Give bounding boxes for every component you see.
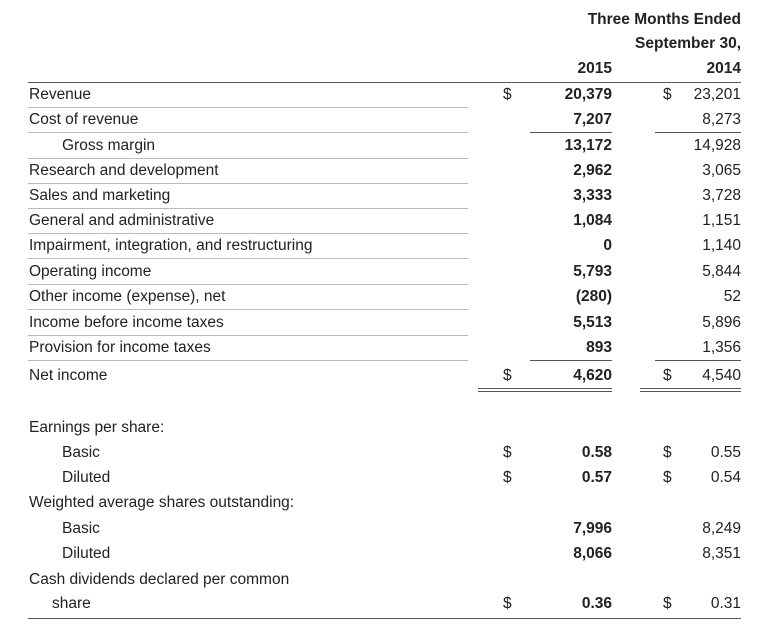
currency: $ xyxy=(663,367,672,384)
value-2015: 7,207 xyxy=(573,111,612,128)
row-label: Net income xyxy=(29,367,108,384)
value-2015: 0.57 xyxy=(581,469,612,486)
row-label: Diluted xyxy=(62,545,111,562)
row-label: Cost of revenue xyxy=(29,111,139,128)
bottom-rule xyxy=(28,618,741,619)
value-2014: 0.31 xyxy=(710,595,741,612)
value-2015: 3,333 xyxy=(573,187,612,204)
row-rule xyxy=(28,132,468,133)
value-2015: 20,379 xyxy=(564,86,612,103)
value-2014: 1,151 xyxy=(702,212,741,229)
subtotal-rule xyxy=(530,132,612,133)
currency: $ xyxy=(663,469,672,486)
currency: $ xyxy=(663,595,672,612)
row-label: Revenue xyxy=(29,86,92,103)
currency: $ xyxy=(503,444,512,461)
row-rule xyxy=(28,208,468,209)
subtotal-rule xyxy=(530,360,612,361)
value-2015: 1,084 xyxy=(573,212,612,229)
row-rule xyxy=(28,309,468,310)
value-2014: 1,356 xyxy=(702,339,741,356)
value-2014: 8,273 xyxy=(702,111,741,128)
value-2015: 7,996 xyxy=(573,520,612,537)
row-label: share xyxy=(52,595,91,612)
year-header: 2014 xyxy=(706,60,741,77)
value-2015: 2,962 xyxy=(573,162,612,179)
currency: $ xyxy=(503,595,512,612)
value-2014: 4,540 xyxy=(702,367,741,384)
value-2015: 0.36 xyxy=(581,595,612,612)
currency: $ xyxy=(663,444,672,461)
row-label: Impairment, integration, and restructuri… xyxy=(29,237,313,254)
value-2014: 0.54 xyxy=(710,469,741,486)
row-label: Basic xyxy=(62,520,100,537)
row-label: Weighted average shares outstanding: xyxy=(29,494,295,511)
value-2014: 5,844 xyxy=(702,263,741,280)
value-2015: 0 xyxy=(603,237,612,254)
total-rule xyxy=(640,388,741,389)
value-2014: 8,249 xyxy=(702,520,741,537)
value-2014: 23,201 xyxy=(693,86,741,103)
currency: $ xyxy=(503,367,512,384)
row-rule xyxy=(28,233,468,234)
row-label: Research and development xyxy=(29,162,219,179)
currency: $ xyxy=(663,86,672,103)
row-rule xyxy=(28,335,468,336)
row-label: Sales and marketing xyxy=(29,187,171,204)
value-2015: 8,066 xyxy=(573,545,612,562)
row-label: Operating income xyxy=(29,263,152,280)
year-header: 2015 xyxy=(577,60,612,77)
header-line2: September 30, xyxy=(635,35,741,52)
total-rule xyxy=(478,388,612,389)
row-label: Provision for income taxes xyxy=(29,339,211,356)
value-2014: 3,065 xyxy=(702,162,741,179)
currency: $ xyxy=(503,86,512,103)
row-rule xyxy=(28,158,468,159)
value-2014: 5,896 xyxy=(702,314,741,331)
subtotal-rule xyxy=(655,132,741,133)
row-label: Earnings per share: xyxy=(29,419,165,436)
value-2015: 0.58 xyxy=(581,444,612,461)
row-label: Gross margin xyxy=(62,137,156,154)
row-label: Cash dividends declared per common xyxy=(29,571,290,588)
currency: $ xyxy=(503,469,512,486)
row-label: Basic xyxy=(62,444,100,461)
value-2014: 14,928 xyxy=(693,137,741,154)
header-rule xyxy=(28,82,741,83)
row-label: Other income (expense), net xyxy=(29,288,226,305)
row-rule xyxy=(28,183,468,184)
row-rule xyxy=(28,284,468,285)
header-line1: Three Months Ended xyxy=(587,11,741,28)
row-label: Diluted xyxy=(62,469,111,486)
row-rule xyxy=(28,360,468,361)
value-2015: 5,793 xyxy=(573,263,612,280)
row-label: General and administrative xyxy=(29,212,215,229)
value-2014: 3,728 xyxy=(702,187,741,204)
row-rule xyxy=(28,107,468,108)
value-2015: 4,620 xyxy=(573,367,612,384)
total-rule xyxy=(640,391,741,392)
value-2015: 893 xyxy=(586,339,612,356)
value-2015: (280) xyxy=(575,288,612,305)
row-rule xyxy=(28,258,468,259)
value-2014: 52 xyxy=(723,288,741,305)
value-2015: 13,172 xyxy=(564,137,612,154)
value-2014: 8,351 xyxy=(702,545,741,562)
subtotal-rule xyxy=(655,360,741,361)
row-label: Income before income taxes xyxy=(29,314,224,331)
value-2014: 1,140 xyxy=(702,237,741,254)
value-2014: 0.55 xyxy=(710,444,741,461)
value-2015: 5,513 xyxy=(573,314,612,331)
total-rule xyxy=(478,391,612,392)
